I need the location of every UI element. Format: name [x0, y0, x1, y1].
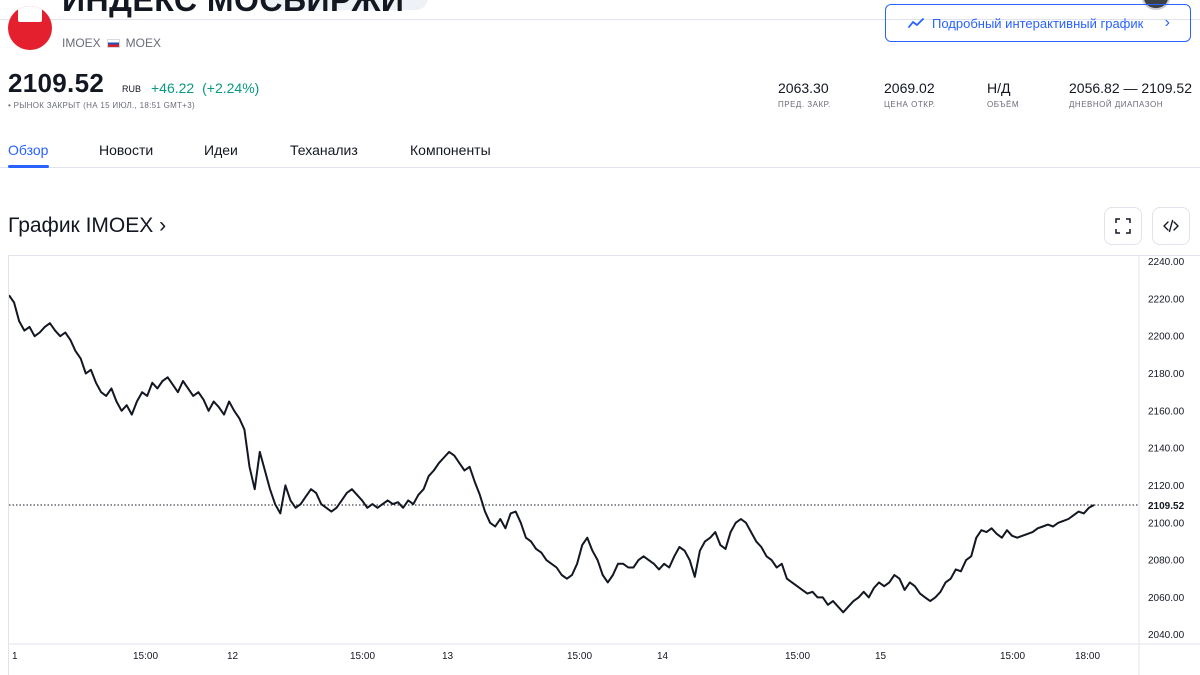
change-percent: (+2.24%)	[202, 80, 260, 96]
tab-technicals[interactable]: Теханализ	[290, 142, 358, 158]
last-price: 2109.52	[8, 68, 105, 98]
x-tick-label: 15:00	[567, 651, 592, 662]
chart-svg[interactable]: 2040.00 2060.00 2080.00 2100.00 2120.00 2140.…	[9, 256, 1200, 675]
y-tick-label: 2040.00	[1148, 630, 1185, 641]
embed-button[interactable]	[1152, 207, 1190, 245]
stat-day-range: 2056.82 — 2109.52 ДНЕВНОЙ ДИАПАЗОН	[1069, 80, 1192, 109]
change-value: +46.22	[151, 80, 195, 96]
x-tick-label: 15:00	[133, 651, 158, 662]
exchange-name: MOEX	[125, 36, 162, 50]
y-tick-label: 2140.00	[1148, 444, 1185, 455]
fullscreen-button[interactable]	[1104, 207, 1142, 245]
stat-value: 2056.82 — 2109.52	[1069, 80, 1192, 96]
x-tick-label: 15:00	[785, 651, 810, 662]
y-tick-label: 2200.00	[1148, 332, 1185, 343]
y-tick-label: 2100.00	[1148, 518, 1185, 529]
detail-chart-button[interactable]: Подробный интерактивный график ›	[885, 4, 1191, 42]
stat-label: ПРЕД. ЗАКР.	[778, 100, 831, 109]
stat-value: 2069.02	[884, 80, 935, 96]
price-line	[9, 294, 1095, 614]
detail-chart-label: Подробный интерактивный график	[932, 15, 1144, 31]
tab-news[interactable]: Новости	[99, 142, 154, 158]
tab-overview[interactable]: Обзор	[8, 142, 49, 158]
x-tick-label: 18:00	[1075, 651, 1100, 662]
active-tab-indicator	[8, 165, 49, 168]
last-price-label-bg	[1141, 496, 1193, 513]
x-tick-label: 1	[12, 651, 18, 662]
tab-ideas[interactable]: Идеи	[204, 142, 238, 158]
x-tick-label: 13	[442, 651, 454, 662]
price-change: +46.22 (+2.24%)	[151, 80, 259, 96]
chevron-right-icon: ›	[1164, 14, 1170, 31]
y-tick-label: 2180.00	[1148, 369, 1185, 380]
y-tick-label: 2240.00	[1148, 257, 1185, 268]
stat-volume: Н/Д ОБЪЁМ	[987, 80, 1019, 109]
stat-value: Н/Д	[987, 80, 1011, 96]
x-tick-label: 15:00	[350, 651, 375, 662]
market-status: • РЫНОК ЗАКРЫТ (НА 15 ИЮЛ., 18:51 GMT+3)	[8, 101, 195, 110]
y-tick-label: 2120.00	[1148, 481, 1185, 492]
y-tick-label: 2160.00	[1148, 406, 1185, 417]
y-tick-label: 2080.00	[1148, 556, 1185, 567]
ticker-symbol: IMOEX	[62, 36, 101, 50]
stat-label: ОБЪЁМ	[987, 100, 1020, 109]
top-strip	[0, 0, 1200, 20]
stat-label: ДНЕВНОЙ ДИАПАЗОН	[1069, 100, 1163, 109]
stat-label: ЦЕНА ОТКР.	[884, 100, 936, 109]
fullscreen-icon	[1115, 218, 1131, 234]
currency-label: RUB	[122, 84, 142, 94]
stat-value: 2063.30	[778, 80, 829, 96]
price-chart[interactable]: 2040.00 2060.00 2080.00 2100.00 2120.00 2140.…	[8, 255, 1200, 675]
embed-code-icon	[1163, 219, 1179, 233]
moex-logo	[8, 6, 52, 50]
x-tick-label: 12	[227, 651, 239, 662]
y-tick-label: 2060.00	[1148, 593, 1185, 604]
x-tick-label: 15	[875, 651, 887, 662]
x-tick-label: 14	[657, 651, 669, 662]
russia-flag-icon	[106, 38, 120, 48]
search-bar[interactable]	[258, 0, 428, 10]
stat-prev-close: 2063.30 ПРЕД. ЗАКР.	[778, 80, 831, 109]
stat-open: 2069.02 ЦЕНА ОТКР.	[884, 80, 935, 109]
x-tick-label: 15:00	[1000, 651, 1025, 662]
last-price-label: 2109.52	[1148, 501, 1185, 512]
tab-components[interactable]: Компоненты	[410, 142, 491, 158]
y-tick-label: 2220.00	[1148, 294, 1185, 305]
page-title: ИНДЕКС МОСБИРЖИ	[62, 0, 405, 18]
tab-bar: Обзор Новости Идеи Теханализ Компоненты	[0, 140, 1200, 168]
trend-line-icon	[908, 18, 924, 28]
ticker-row: IMOEX MOEX	[62, 36, 161, 50]
chart-title[interactable]: График IMOEX ›	[8, 214, 167, 237]
